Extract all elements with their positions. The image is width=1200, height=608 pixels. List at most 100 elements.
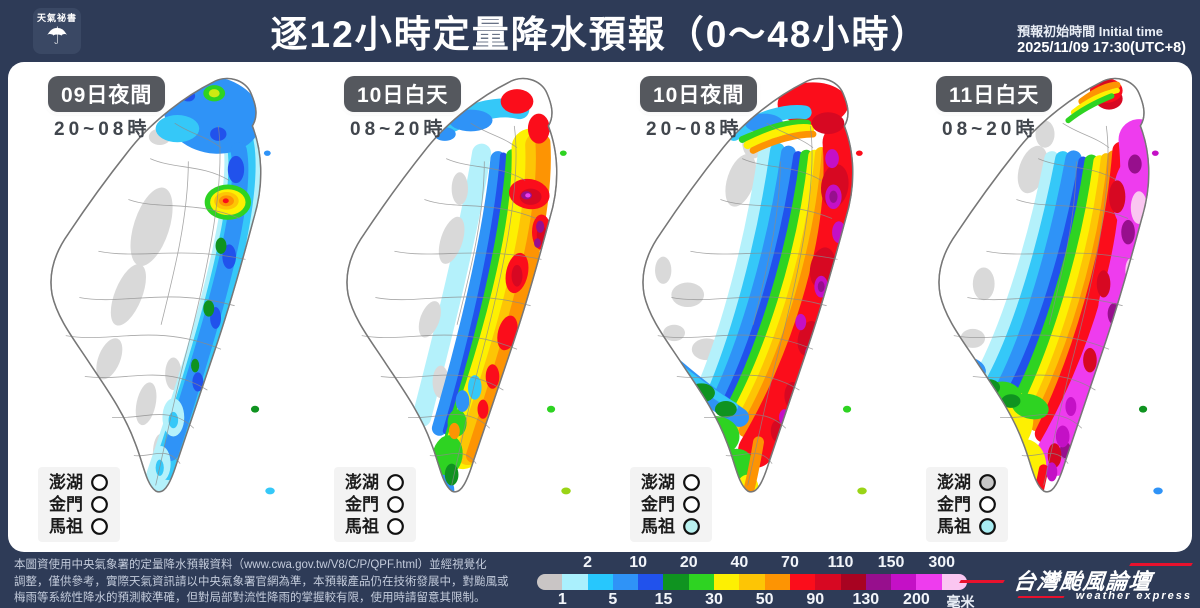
island-row-matsu: 馬祖 <box>49 517 109 536</box>
rainfall-legend: 2 10 20 40 70 110 150 300 毫米 1 5 15 30 50 90 130 200 <box>537 554 975 608</box>
island-row-kinmen: 金門 <box>49 495 109 514</box>
legend-bottom-value: 1 <box>557 591 567 608</box>
page-title: 逐12小時定量降水預報（0～48小時） <box>270 14 930 55</box>
panel2-outlying-islands: 澎湖 金門 馬祖 <box>334 467 416 542</box>
panel3-badge: 10日夜間 <box>640 76 758 112</box>
legend-top-value: 300 <box>928 554 956 571</box>
legend-bottom-value: 200 <box>903 591 930 608</box>
legend-seg-13 <box>865 574 892 590</box>
matsu-label: 馬祖 <box>345 517 379 536</box>
legend-seg-4 <box>638 574 664 590</box>
island-row-penghu: 澎湖 <box>641 473 701 492</box>
panel-day-10: 10日白天 08~20時 <box>304 62 600 552</box>
penghu-status-circle <box>979 474 996 491</box>
kinmen-label: 金門 <box>49 495 83 514</box>
legend-bottom-value: 5 <box>608 591 618 608</box>
penghu-status-circle <box>387 474 404 491</box>
island-row-kinmen: 金門 <box>937 495 997 514</box>
matsu-status-circle <box>683 518 700 535</box>
initial-time-value: 2025/11/09 17:30(UTC+8) <box>1017 40 1186 56</box>
legend-top-value: 40 <box>730 554 749 571</box>
brand-accent-line-left <box>959 580 1005 583</box>
panel3-outlying-islands: 澎湖 金門 馬祖 <box>630 467 712 542</box>
initial-time-label: 預報初始時間 Initial time <box>1017 24 1164 39</box>
taiwan-map-night-09 <box>50 77 275 495</box>
legend-top-value: 2 <box>583 554 593 571</box>
legend-bottom-value: 30 <box>705 591 723 608</box>
penghu-label: 澎湖 <box>641 473 675 492</box>
panel-day-11: 11日白天 08~20時 <box>896 62 1192 552</box>
matsu-status-circle <box>387 518 404 535</box>
penghu-label: 澎湖 <box>345 473 379 492</box>
legend-seg-9 <box>764 574 790 590</box>
logo-text: 天氣祕書 <box>36 13 77 23</box>
matsu-label: 馬祖 <box>49 517 83 536</box>
panel1-outlying-islands: 澎湖 金門 馬祖 <box>38 467 120 542</box>
kinmen-status-circle <box>979 496 996 513</box>
island-row-penghu: 澎湖 <box>345 473 405 492</box>
legend-bottom-row: 毫米 1 5 15 30 50 90 130 200 <box>537 591 975 608</box>
legend-seg-10 <box>789 574 816 590</box>
legend-top-value: 70 <box>781 554 799 571</box>
legend-top-row: 2 10 20 40 70 110 150 300 <box>537 554 967 572</box>
legend-top-value: 110 <box>827 554 854 571</box>
legend-seg-12 <box>840 574 866 590</box>
header: 天氣祕書 ☂ 逐12小時定量降水預報（0～48小時） 預報初始時間 Initia… <box>0 0 1200 62</box>
island-row-penghu: 澎湖 <box>49 473 109 492</box>
disclaimer-line3: 梅雨等系統性降水的預測較準確，但對局部對流性降雨的掌握較有限，使用時請留意其限制… <box>14 592 486 604</box>
legend-bar <box>537 574 967 590</box>
panel1-badge: 09日夜間 <box>48 76 166 112</box>
taiwan-map-day-10 <box>346 77 571 495</box>
brand-tagline: weather express <box>1075 590 1192 602</box>
matsu-status-circle <box>91 518 108 535</box>
legend-unit: 毫米 <box>946 594 975 608</box>
legend-seg-1 <box>562 574 588 590</box>
panel4-badge: 11日白天 <box>936 76 1053 112</box>
island-row-penghu: 澎湖 <box>937 473 997 492</box>
legend-top-value: 20 <box>679 554 698 571</box>
kinmen-status-circle <box>91 496 108 513</box>
island-row-kinmen: 金門 <box>345 495 405 514</box>
panel4-outlying-islands: 澎湖 金門 馬祖 <box>926 467 1008 542</box>
legend-top-value: 10 <box>629 554 648 571</box>
legend-bottom-value: 15 <box>654 591 673 608</box>
matsu-label: 馬祖 <box>937 517 971 536</box>
legend-seg-6 <box>688 574 715 590</box>
kinmen-status-circle <box>683 496 700 513</box>
kinmen-label: 金門 <box>345 495 379 514</box>
panel4-time-range: 08~20時 <box>942 119 1039 140</box>
penghu-status-circle <box>91 474 108 491</box>
brand-logo: 台灣颱風論壇 weather express <box>959 560 1193 604</box>
penghu-status-circle <box>683 474 700 491</box>
legend-seg-2 <box>587 574 613 590</box>
matsu-label: 馬祖 <box>641 517 675 536</box>
legend-top-value: 150 <box>877 554 905 571</box>
penghu-label: 澎湖 <box>49 473 83 492</box>
disclaimer-line1: 本圖資使用中央氣象署的定量降水預報資料（www.cwa.gov.tw/V8/C/… <box>14 559 487 571</box>
kinmen-status-circle <box>387 496 404 513</box>
legend-seg-7 <box>714 574 740 590</box>
site-logo: 天氣祕書 ☂ <box>33 8 81 54</box>
disclaimer: 本圖資使用中央氣象署的定量降水預報資料（www.cwa.gov.tw/V8/C/… <box>14 557 534 607</box>
panel1-time-range: 20~08時 <box>54 119 151 140</box>
disclaimer-line2: 調整，僅供參考，實際天氣資訊請以中央氣象署官網為準，本預報產品仍在技術發展中，對… <box>14 575 509 588</box>
forecast-card: 09日夜間 20~08時 <box>8 62 1192 552</box>
kinmen-label: 金門 <box>641 495 675 514</box>
panel-night-10: 10日夜間 20~08時 <box>600 62 896 552</box>
kinmen-label: 金門 <box>937 495 971 514</box>
panel2-time-range: 08~20時 <box>350 119 447 140</box>
panel2-badge: 10日白天 <box>344 76 462 112</box>
legend-seg-15 <box>916 574 942 590</box>
brand-accent-line-bottom <box>1017 596 1065 598</box>
island-row-kinmen: 金門 <box>641 495 701 514</box>
penghu-label: 澎湖 <box>937 473 971 492</box>
legend-seg-0 <box>537 574 563 590</box>
initial-time-block: 預報初始時間 Initial time 2025/11/09 17:30(UTC… <box>1017 24 1186 56</box>
legend-seg-14 <box>891 574 917 590</box>
legend-bottom-value: 130 <box>852 591 880 608</box>
island-row-matsu: 馬祖 <box>937 517 997 536</box>
legend-seg-16 <box>941 574 967 590</box>
legend-seg-8 <box>739 574 765 590</box>
legend-seg-3 <box>612 574 639 590</box>
